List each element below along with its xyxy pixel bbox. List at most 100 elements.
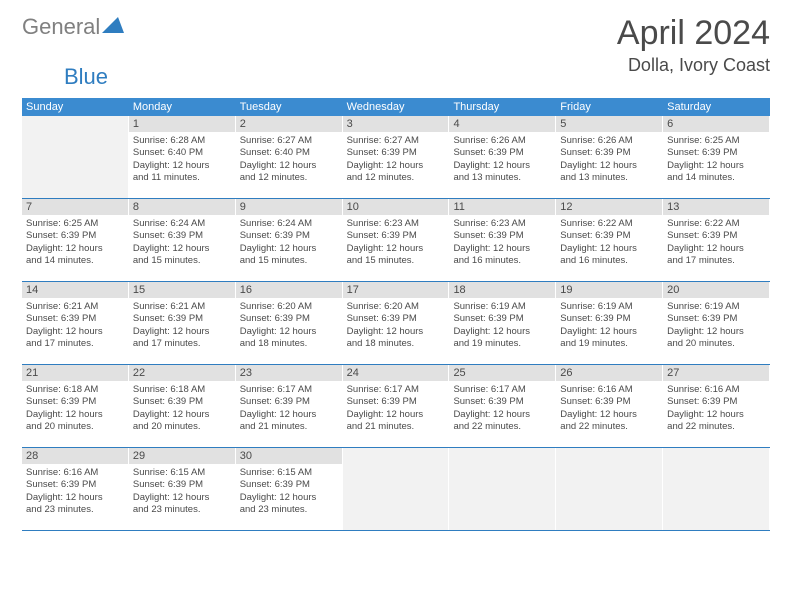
daylight-line: Daylight: 12 hours [347,409,445,421]
daylight-line: and 14 minutes. [26,255,124,267]
sunrise-line: Sunrise: 6:19 AM [453,301,551,313]
day-body: Sunrise: 6:18 AMSunset: 6:39 PMDaylight:… [22,381,128,436]
daylight-line: Daylight: 12 hours [667,326,765,338]
daylight-line: Daylight: 12 hours [240,492,338,504]
sunset-line: Sunset: 6:39 PM [240,230,338,242]
sunset-line: Sunset: 6:39 PM [347,396,445,408]
daylight-line: and 22 minutes. [453,421,551,433]
sunrise-line: Sunrise: 6:26 AM [560,135,658,147]
sunset-line: Sunset: 6:39 PM [133,396,231,408]
daylight-line: and 13 minutes. [453,172,551,184]
day-body: Sunrise: 6:22 AMSunset: 6:39 PMDaylight:… [556,215,662,270]
day-cell: 9Sunrise: 6:24 AMSunset: 6:39 PMDaylight… [236,199,343,281]
sunrise-line: Sunrise: 6:28 AM [133,135,231,147]
daylight-line: Daylight: 12 hours [133,326,231,338]
sunset-line: Sunset: 6:39 PM [347,147,445,159]
daylight-line: Daylight: 12 hours [347,243,445,255]
day-cell: 12Sunrise: 6:22 AMSunset: 6:39 PMDayligh… [556,199,663,281]
day-header: Saturday [663,98,770,116]
sunrise-line: Sunrise: 6:24 AM [133,218,231,230]
daylight-line: Daylight: 12 hours [133,409,231,421]
daylight-line: and 16 minutes. [560,255,658,267]
daylight-line: Daylight: 12 hours [453,326,551,338]
daylight-line: Daylight: 12 hours [240,409,338,421]
day-body: Sunrise: 6:15 AMSunset: 6:39 PMDaylight:… [236,464,342,519]
sunset-line: Sunset: 6:39 PM [560,396,658,408]
day-number: 30 [236,448,342,464]
logo-triangle-icon [102,17,124,38]
daylight-line: and 21 minutes. [240,421,338,433]
day-header-row: Sunday Monday Tuesday Wednesday Thursday… [22,98,770,116]
daylight-line: Daylight: 12 hours [667,243,765,255]
daylight-line: and 20 minutes. [26,421,124,433]
day-cell: 14Sunrise: 6:21 AMSunset: 6:39 PMDayligh… [22,282,129,364]
sunrise-line: Sunrise: 6:27 AM [347,135,445,147]
daylight-line: and 22 minutes. [560,421,658,433]
day-cell: 3Sunrise: 6:27 AMSunset: 6:39 PMDaylight… [343,116,450,198]
sunrise-line: Sunrise: 6:17 AM [453,384,551,396]
daylight-line: and 17 minutes. [26,338,124,350]
day-number: 5 [556,116,662,132]
day-number: 25 [449,365,555,381]
day-number: 7 [22,199,128,215]
daylight-line: and 17 minutes. [667,255,765,267]
month-title: April 2024 [617,14,770,53]
day-number: 4 [449,116,555,132]
day-body: Sunrise: 6:24 AMSunset: 6:39 PMDaylight:… [129,215,235,270]
day-body: Sunrise: 6:27 AMSunset: 6:40 PMDaylight:… [236,132,342,187]
sunset-line: Sunset: 6:39 PM [26,396,124,408]
day-body: Sunrise: 6:28 AMSunset: 6:40 PMDaylight:… [129,132,235,187]
day-number: 1 [129,116,235,132]
day-header: Friday [556,98,663,116]
day-cell: 28Sunrise: 6:16 AMSunset: 6:39 PMDayligh… [22,448,129,530]
page: General April 2024 Dolla, Ivory Coast Bl… [0,0,792,545]
week-row: 1Sunrise: 6:28 AMSunset: 6:40 PMDaylight… [22,116,770,199]
day-body: Sunrise: 6:26 AMSunset: 6:39 PMDaylight:… [449,132,555,187]
daylight-line: and 23 minutes. [240,504,338,516]
day-cell: 11Sunrise: 6:23 AMSunset: 6:39 PMDayligh… [449,199,556,281]
sunrise-line: Sunrise: 6:21 AM [133,301,231,313]
sunrise-line: Sunrise: 6:18 AM [133,384,231,396]
daylight-line: and 18 minutes. [240,338,338,350]
daylight-line: and 20 minutes. [133,421,231,433]
week-row: 14Sunrise: 6:21 AMSunset: 6:39 PMDayligh… [22,282,770,365]
day-cell: 20Sunrise: 6:19 AMSunset: 6:39 PMDayligh… [663,282,770,364]
day-number: 3 [343,116,449,132]
day-number: 17 [343,282,449,298]
sunset-line: Sunset: 6:39 PM [453,313,551,325]
daylight-line: and 15 minutes. [240,255,338,267]
logo-text-general: General [22,14,100,40]
day-body: Sunrise: 6:16 AMSunset: 6:39 PMDaylight:… [22,464,128,519]
daylight-line: and 16 minutes. [453,255,551,267]
daylight-line: Daylight: 12 hours [667,160,765,172]
day-cell: 26Sunrise: 6:16 AMSunset: 6:39 PMDayligh… [556,365,663,447]
day-cell: 27Sunrise: 6:16 AMSunset: 6:39 PMDayligh… [663,365,770,447]
day-body: Sunrise: 6:20 AMSunset: 6:39 PMDaylight:… [236,298,342,353]
day-header: Tuesday [236,98,343,116]
day-number: 28 [22,448,128,464]
sunrise-line: Sunrise: 6:16 AM [667,384,765,396]
day-header: Wednesday [343,98,450,116]
day-number: 2 [236,116,342,132]
day-cell: 7Sunrise: 6:25 AMSunset: 6:39 PMDaylight… [22,199,129,281]
daylight-line: Daylight: 12 hours [26,409,124,421]
sunrise-line: Sunrise: 6:24 AM [240,218,338,230]
sunset-line: Sunset: 6:39 PM [667,147,765,159]
sunset-line: Sunset: 6:39 PM [667,230,765,242]
day-cell: 4Sunrise: 6:26 AMSunset: 6:39 PMDaylight… [449,116,556,198]
sunset-line: Sunset: 6:39 PM [347,230,445,242]
day-body: Sunrise: 6:16 AMSunset: 6:39 PMDaylight:… [663,381,769,436]
day-number: 9 [236,199,342,215]
day-number: 22 [129,365,235,381]
day-cell: 15Sunrise: 6:21 AMSunset: 6:39 PMDayligh… [129,282,236,364]
sunrise-line: Sunrise: 6:23 AM [347,218,445,230]
empty-cell [22,116,129,198]
day-body: Sunrise: 6:17 AMSunset: 6:39 PMDaylight:… [236,381,342,436]
day-number: 21 [22,365,128,381]
daylight-line: Daylight: 12 hours [347,326,445,338]
daylight-line: Daylight: 12 hours [560,326,658,338]
day-body: Sunrise: 6:20 AMSunset: 6:39 PMDaylight:… [343,298,449,353]
daylight-line: and 14 minutes. [667,172,765,184]
weeks-container: 1Sunrise: 6:28 AMSunset: 6:40 PMDaylight… [22,116,770,531]
daylight-line: and 19 minutes. [453,338,551,350]
